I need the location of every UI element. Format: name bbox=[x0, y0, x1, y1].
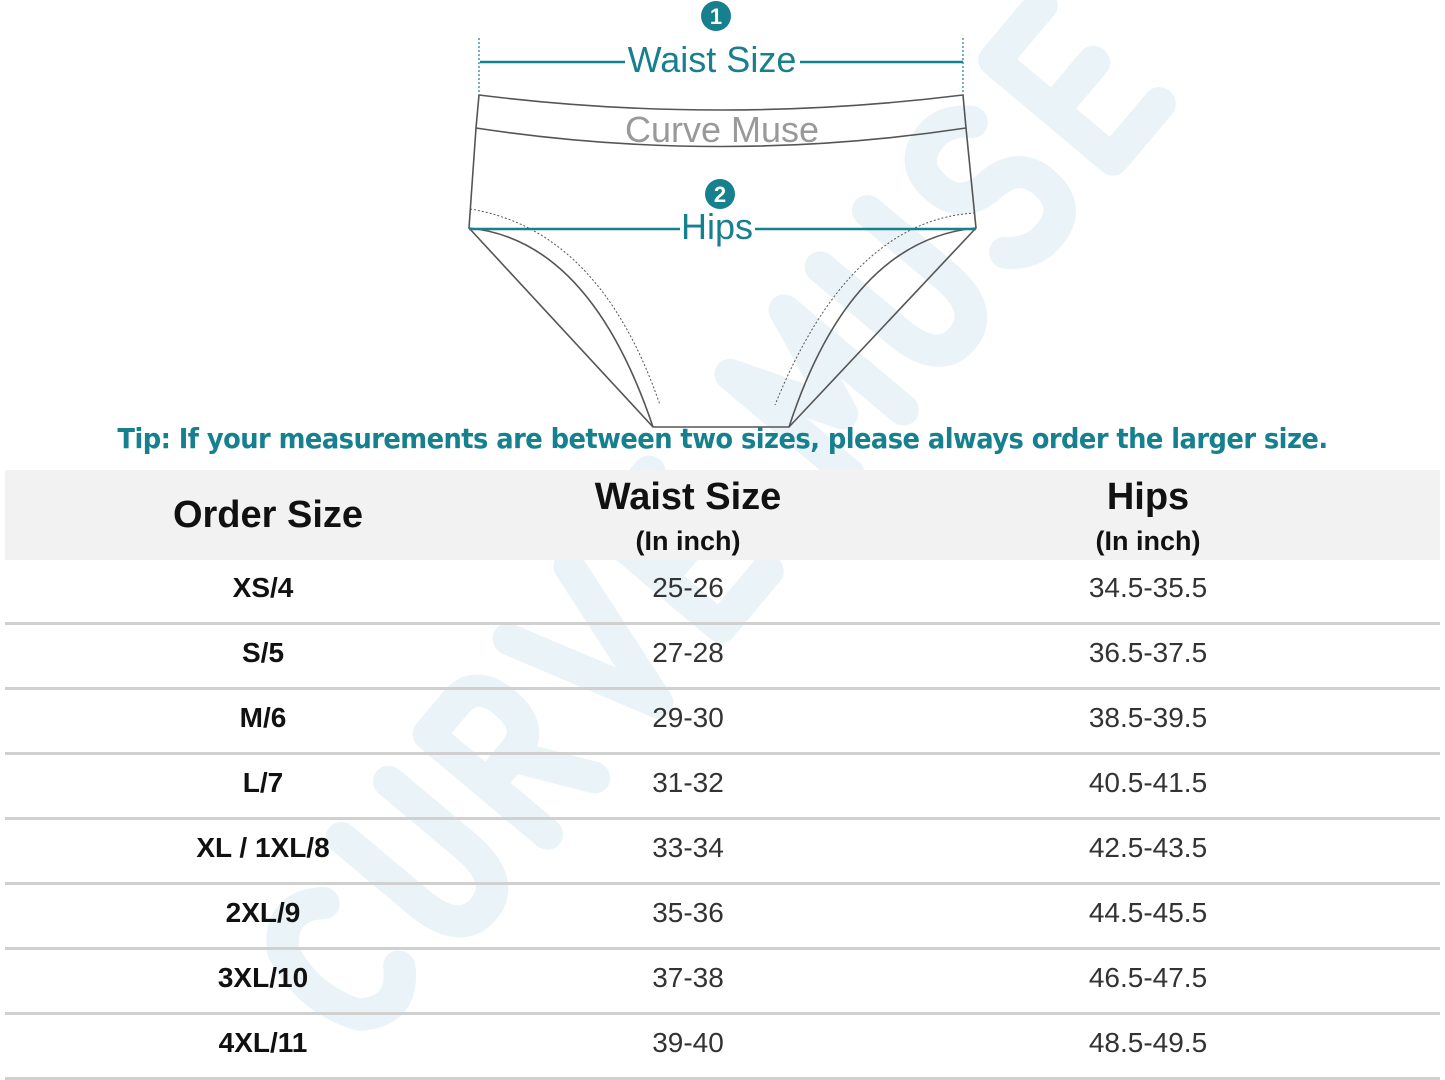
header-hips: Hips bbox=[1106, 476, 1190, 518]
size-cell: 4XL/11 bbox=[218, 1027, 308, 1058]
waist-cell: 27-28 bbox=[652, 637, 724, 668]
waist-cell: 31-32 bbox=[652, 767, 724, 798]
hips-label: Hips bbox=[681, 206, 753, 247]
table-row: 2XL/9 35-36 44.5-45.5 bbox=[5, 885, 1440, 950]
brand-text: Curve Muse bbox=[625, 109, 819, 150]
table-row: XS/4 25-26 34.5-35.5 bbox=[5, 560, 1440, 625]
table-row: 3XL/10 37-38 46.5-47.5 bbox=[5, 950, 1440, 1015]
tip-text: Tip: If your measurements are between tw… bbox=[117, 422, 1328, 455]
hips-cell: 34.5-35.5 bbox=[1088, 572, 1208, 603]
hips-cell: 46.5-47.5 bbox=[1088, 962, 1208, 993]
table-row: M/6 29-30 38.5-39.5 bbox=[5, 690, 1440, 755]
waist-cell: 33-34 bbox=[652, 832, 724, 863]
size-cell: L/7 bbox=[242, 767, 284, 798]
table-row: 4XL/11 39-40 48.5-49.5 bbox=[5, 1015, 1440, 1080]
waist-cell: 39-40 bbox=[652, 1027, 724, 1058]
size-cell: XL / 1XL/8 bbox=[196, 832, 330, 863]
size-cell: S/5 bbox=[241, 637, 285, 668]
header-waist-unit: (In inch) bbox=[635, 526, 741, 556]
waist-label: Waist Size bbox=[628, 39, 797, 80]
table-row: S/5 27-28 36.5-37.5 bbox=[5, 625, 1440, 690]
garment-diagram: 1 Waist Size Curve Muse 2 Hips bbox=[468, 1, 977, 428]
hips-cell: 36.5-37.5 bbox=[1088, 637, 1208, 668]
waist-cell: 35-36 bbox=[652, 897, 724, 928]
hips-cell: 38.5-39.5 bbox=[1088, 702, 1208, 733]
waist-cell: 29-30 bbox=[652, 702, 724, 733]
table-row: L/7 31-32 40.5-41.5 bbox=[5, 755, 1440, 820]
header-order-size: Order Size bbox=[172, 494, 364, 536]
waist-cell: 25-26 bbox=[652, 572, 724, 603]
table-row: XL / 1XL/8 33-34 42.5-43.5 bbox=[5, 820, 1440, 885]
marker-1: 1 bbox=[710, 4, 722, 29]
size-cell: 2XL/9 bbox=[225, 897, 301, 928]
hips-cell: 42.5-43.5 bbox=[1088, 832, 1208, 863]
size-cell: M/6 bbox=[239, 702, 287, 733]
hips-cell: 40.5-41.5 bbox=[1088, 767, 1208, 798]
size-cell: 3XL/10 bbox=[217, 962, 309, 993]
hips-cell: 44.5-45.5 bbox=[1088, 897, 1208, 928]
size-cell: XS/4 bbox=[232, 572, 294, 603]
waist-cell: 37-38 bbox=[652, 962, 724, 993]
marker-2: 2 bbox=[714, 182, 726, 207]
header-waist: Waist Size bbox=[594, 476, 782, 518]
hips-cell: 48.5-49.5 bbox=[1088, 1027, 1208, 1058]
header-hips-unit: (In inch) bbox=[1095, 526, 1201, 556]
table-header: Order Size Waist Size (In inch) Hips (In… bbox=[5, 470, 1440, 560]
